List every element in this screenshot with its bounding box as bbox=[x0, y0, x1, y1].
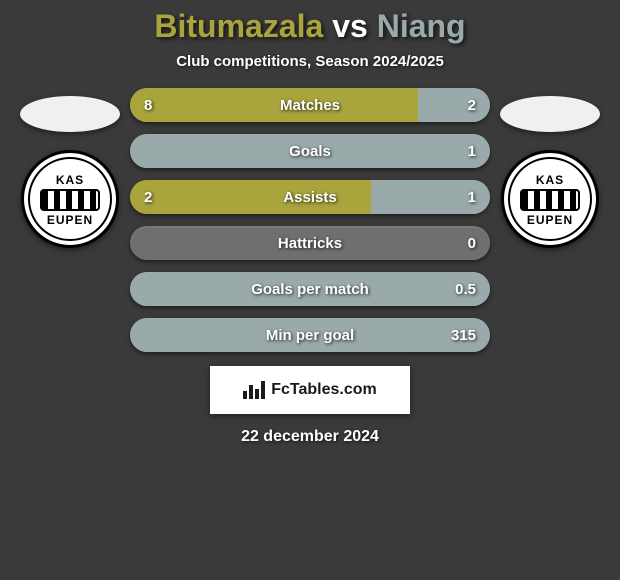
vs-text: vs bbox=[332, 8, 368, 44]
right-side: KAS EUPEN bbox=[490, 88, 610, 248]
badge-stripes bbox=[40, 189, 100, 211]
bar-label: Hattricks bbox=[130, 226, 490, 260]
player1-photo bbox=[20, 96, 120, 132]
chart-icon bbox=[243, 381, 265, 399]
content-row: KAS EUPEN 82Matches 1Goals 21Assists 0Hattr… bbox=[0, 88, 620, 352]
stat-bars: 82Matches 1Goals 21Assists 0Hattricks 0.5Goa… bbox=[130, 88, 490, 352]
bar-right-fill bbox=[130, 134, 490, 168]
stat-bar: 315Min per goal bbox=[130, 318, 490, 352]
stat-bar: 0Hattricks bbox=[130, 226, 490, 260]
subtitle: Club competitions, Season 2024/2025 bbox=[176, 53, 444, 70]
badge-top-text: KAS bbox=[56, 173, 84, 187]
footer-logo: FcTables.com bbox=[210, 366, 410, 414]
badge-inner: KAS EUPEN bbox=[508, 157, 592, 241]
badge-stripes bbox=[520, 189, 580, 211]
logo-text: FcTables.com bbox=[271, 381, 377, 399]
stat-bar: 1Goals bbox=[130, 134, 490, 168]
bar-right-fill bbox=[130, 272, 490, 306]
badge-inner: KAS EUPEN bbox=[28, 157, 112, 241]
comparison-infographic: Bitumazala vs Niang Club competitions, S… bbox=[0, 0, 620, 580]
bar-left-fill bbox=[130, 88, 418, 122]
footer-date: 22 december 2024 bbox=[241, 428, 379, 446]
page-title: Bitumazala vs Niang bbox=[154, 8, 465, 45]
bar-right-fill bbox=[371, 180, 490, 214]
badge-bottom-text: EUPEN bbox=[527, 213, 573, 227]
player1-name: Bitumazala bbox=[154, 8, 323, 44]
bar-right-value: 0 bbox=[468, 226, 476, 260]
badge-bottom-text: EUPEN bbox=[47, 213, 93, 227]
player2-name: Niang bbox=[377, 8, 466, 44]
stat-bar: 0.5Goals per match bbox=[130, 272, 490, 306]
stat-bar: 82Matches bbox=[130, 88, 490, 122]
player2-photo bbox=[500, 96, 600, 132]
stat-bar: 21Assists bbox=[130, 180, 490, 214]
bar-left-fill bbox=[130, 180, 371, 214]
badge-top-text: KAS bbox=[536, 173, 564, 187]
left-side: KAS EUPEN bbox=[10, 88, 130, 248]
player1-club-badge: KAS EUPEN bbox=[21, 150, 119, 248]
bar-right-fill bbox=[418, 88, 490, 122]
player2-club-badge: KAS EUPEN bbox=[501, 150, 599, 248]
bar-right-fill bbox=[130, 318, 490, 352]
